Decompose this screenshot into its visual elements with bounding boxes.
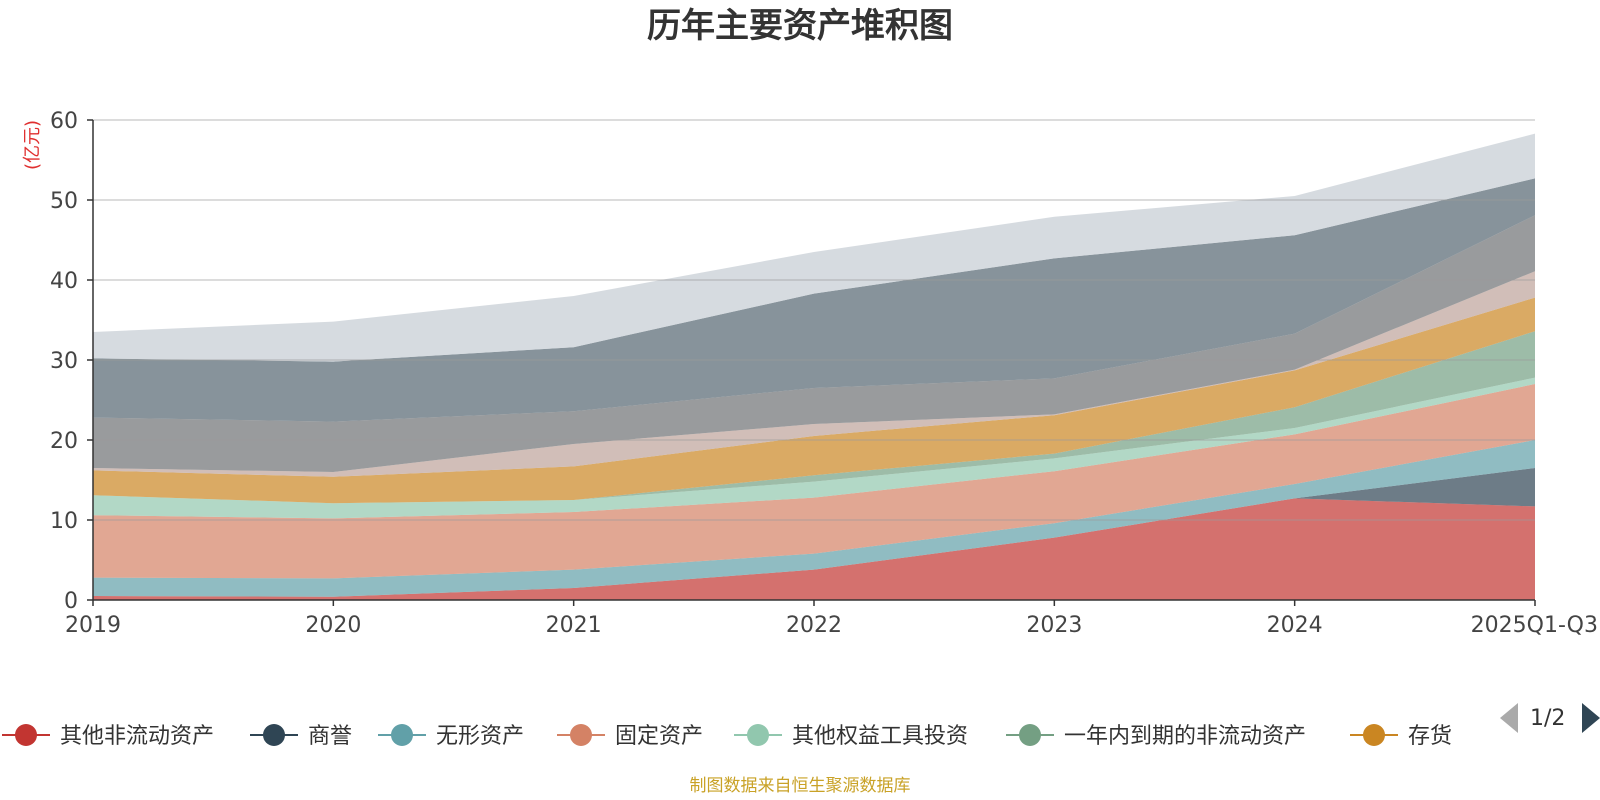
legend-marker-1 <box>263 724 285 746</box>
chart-title: 历年主要资产堆积图 <box>647 6 953 46</box>
area-series-9[interactable] <box>93 178 1535 422</box>
y-tick-label-4: 40 <box>50 269 78 294</box>
y-tick-label-1: 10 <box>50 509 78 534</box>
legend-label-1: 商誉 <box>308 724 352 749</box>
x-tick-label-4: 2023 <box>1026 613 1082 638</box>
x-tick-label-5: 2024 <box>1267 613 1323 638</box>
area-series-4[interactable] <box>93 377 1535 519</box>
x-tick-label-6: 2025Q1-Q3 <box>1471 613 1598 638</box>
legend-item-2[interactable]: 无形资产 <box>378 724 524 749</box>
y-tick-label-3: 30 <box>50 349 78 374</box>
legend-marker-5 <box>1019 724 1041 746</box>
legend-label-2: 无形资产 <box>436 724 524 749</box>
legend-item-1[interactable]: 商誉 <box>250 724 352 749</box>
area-series-6[interactable] <box>93 297 1535 504</box>
legend-pager[interactable]: 1/2 <box>1500 703 1600 733</box>
x-tick-label-0: 2019 <box>65 613 121 638</box>
y-tick-label-5: 50 <box>50 189 78 214</box>
grid-lines <box>93 119 1535 521</box>
legend-marker-3 <box>570 724 592 746</box>
area-series-10[interactable] <box>93 133 1535 362</box>
area-series-7[interactable] <box>93 271 1535 477</box>
legend-item-4[interactable]: 其他权益工具投资 <box>734 724 968 749</box>
x-tick-label-1: 2020 <box>305 613 361 638</box>
area-series-0[interactable] <box>93 498 1535 600</box>
legend-next-arrow-icon[interactable] <box>1582 703 1600 733</box>
legend-marker-6 <box>1363 724 1385 746</box>
legend-item-3[interactable]: 固定资产 <box>557 724 703 749</box>
y-tick-label-6: 60 <box>50 109 78 134</box>
legend-page-indicator: 1/2 <box>1530 706 1565 731</box>
legend-label-6: 存货 <box>1408 724 1452 749</box>
legend-item-6[interactable]: 存货 <box>1350 724 1452 749</box>
legend-label-3: 固定资产 <box>615 724 703 749</box>
data-source-note: 制图数据来自恒生聚源数据库 <box>690 776 911 796</box>
area-series-3[interactable] <box>93 384 1535 579</box>
legend-label-5: 一年内到期的非流动资产 <box>1064 724 1306 749</box>
stacked-areas <box>93 133 1535 600</box>
legend-label-0: 其他非流动资产 <box>60 724 214 749</box>
legend-marker-4 <box>747 724 769 746</box>
legend-prev-arrow-icon[interactable] <box>1500 703 1518 733</box>
axes: 0 10 20 30 40 50 60 2019 2020 2021 2022 2023 2024 202… <box>50 109 1598 638</box>
area-series-2[interactable] <box>93 440 1535 597</box>
legend-label-4: 其他权益工具投资 <box>792 724 968 749</box>
y-axis-unit-label: (亿元) <box>22 120 43 170</box>
legend-item-5[interactable]: 一年内到期的非流动资产 <box>1006 724 1306 749</box>
x-tick-label-2: 2021 <box>546 613 602 638</box>
legend-marker-0 <box>15 724 37 746</box>
y-tick-label-0: 0 <box>64 589 78 614</box>
y-tick-label-2: 20 <box>50 429 78 454</box>
legend-marker-2 <box>391 724 413 746</box>
area-series-8[interactable] <box>93 215 1535 472</box>
legend-item-0[interactable]: 其他非流动资产 <box>2 724 214 749</box>
area-series-5[interactable] <box>93 331 1535 504</box>
x-tick-label-3: 2022 <box>786 613 842 638</box>
legend[interactable]: 其他非流动资产 商誉 无形资产 固定资产 其他权益工具投资 一年内到期的非流动资产 存货 <box>2 724 1452 749</box>
